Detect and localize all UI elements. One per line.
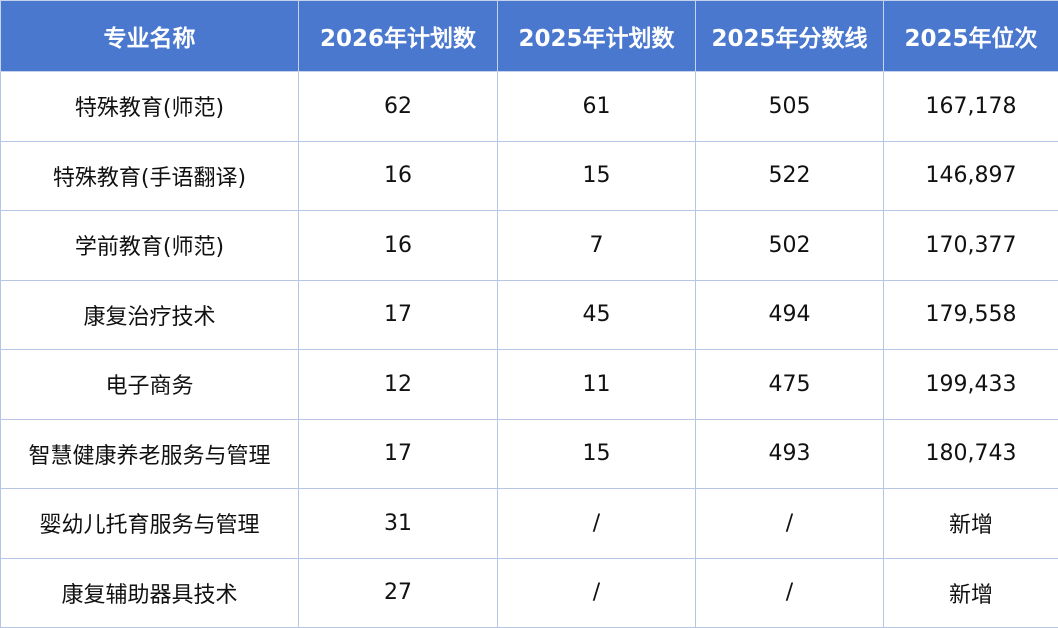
table-cell: 16: [298, 210, 498, 281]
table-cell: 康复治疗技术: [0, 279, 299, 350]
table-cell: 12: [298, 349, 498, 420]
table-cell: 493: [695, 418, 884, 489]
table-cell: /: [695, 557, 884, 628]
table-cell: 146,897: [883, 140, 1058, 211]
table-cell: 31: [298, 488, 498, 559]
table-cell: 45: [497, 279, 696, 350]
table-cell: 180,743: [883, 418, 1058, 489]
table-cell: 智慧健康养老服务与管理: [0, 418, 299, 489]
table-row: 康复辅助器具技术 27// 新增: [0, 557, 1058, 628]
table-cell: 学前教育(师范): [0, 210, 299, 281]
table-header: 专业名称 2026年计划数 2025年计划数 2025年分数线 2025年位次: [0, 0, 1058, 72]
table-row: 智慧健康养老服务与管理 17 15 493 180,743: [0, 418, 1058, 489]
header-cell: 2025年计划数: [497, 0, 696, 72]
table-cell: 新增: [883, 557, 1058, 628]
table-cell: /: [695, 488, 884, 559]
table-cell: 505: [695, 71, 884, 142]
table-cell: 167,178: [883, 71, 1058, 142]
header-cell: 2025年分数线: [695, 0, 884, 72]
table-cell: 494: [695, 279, 884, 350]
table-row: 婴幼儿托育服务与管理 31// 新增: [0, 488, 1058, 559]
table-row: 学前教育(师范) 16 7 502 170,377: [0, 210, 1058, 281]
table-cell: /: [497, 557, 696, 628]
table-cell: 15: [497, 418, 696, 489]
table-cell: 电子商务: [0, 349, 299, 420]
table-cell: 特殊教育(师范): [0, 71, 299, 142]
table-cell: /: [497, 488, 696, 559]
header-cell: 2026年计划数: [298, 0, 498, 72]
table-cell: 11: [497, 349, 696, 420]
table-cell: 62: [298, 71, 498, 142]
table-cell: 新增: [883, 488, 1058, 559]
table-cell: 475: [695, 349, 884, 420]
table-cell: 婴幼儿托育服务与管理: [0, 488, 299, 559]
table-cell: 179,558: [883, 279, 1058, 350]
table-row: 康复治疗技术 17 45 494 179,558: [0, 279, 1058, 350]
header-cell: 2025年位次: [883, 0, 1058, 72]
table-row: 特殊教育(手语翻译) 16 15 522 146,897: [0, 140, 1058, 211]
table-cell: 522: [695, 140, 884, 211]
table-cell: 15: [497, 140, 696, 211]
header-row: 专业名称 2026年计划数 2025年计划数 2025年分数线 2025年位次: [0, 0, 1058, 72]
table-cell: 16: [298, 140, 498, 211]
table-cell: 特殊教育(手语翻译): [0, 140, 299, 211]
table-cell: 502: [695, 210, 884, 281]
table-cell: 康复辅助器具技术: [0, 557, 299, 628]
table-row: 电子商务 12 11 475 199,433: [0, 349, 1058, 420]
table-body: 特殊教育(师范) 62 61 505 167,178 特殊教育(手语翻译) 16 15 522 1…: [0, 71, 1058, 628]
table-cell: 27: [298, 557, 498, 628]
table-cell: 17: [298, 418, 498, 489]
table-cell: 17: [298, 279, 498, 350]
header-cell: 专业名称: [0, 0, 299, 72]
table-cell: 199,433: [883, 349, 1058, 420]
table-cell: 7: [497, 210, 696, 281]
table-row: 特殊教育(师范) 62 61 505 167,178: [0, 71, 1058, 142]
table-cell: 170,377: [883, 210, 1058, 281]
table-cell: 61: [497, 71, 696, 142]
